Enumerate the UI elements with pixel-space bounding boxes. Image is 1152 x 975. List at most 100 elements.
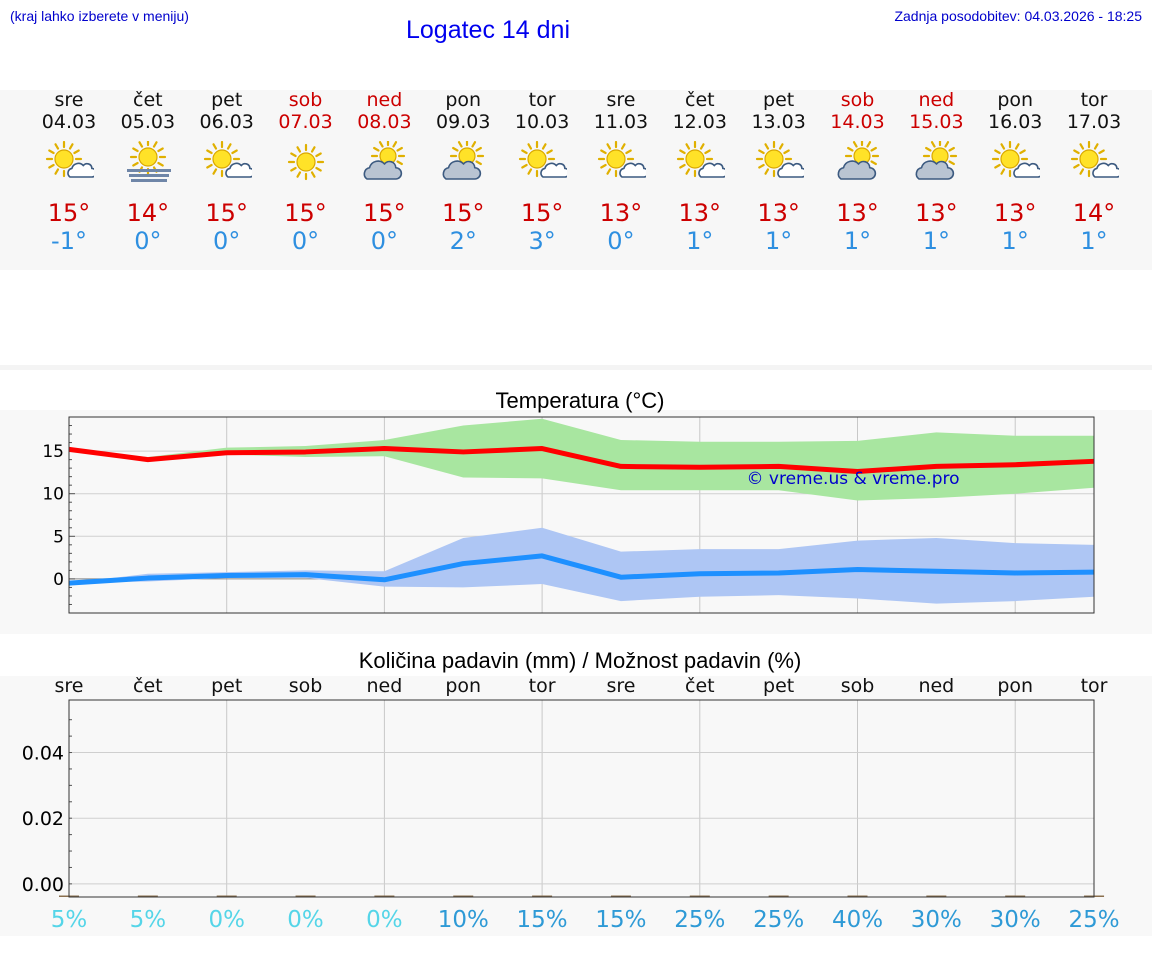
precip-day-label: tor [529, 675, 556, 697]
min-temp: 0° [213, 227, 241, 255]
day-column: ned 08.03 15° 0° [344, 89, 424, 255]
precip-chance-label: 0% [287, 907, 324, 933]
precip-day-label: pet [211, 675, 242, 697]
day-name: ned [366, 89, 403, 111]
sun-cloud-icon [45, 141, 94, 178]
day-name: sre [54, 89, 84, 111]
plot-frame [68, 699, 1095, 898]
sun-cloud-icon [597, 141, 646, 178]
day-name: pet [211, 89, 243, 111]
last-update: Zadnja posodobitev: 04.03.2026 - 18:25 [894, 8, 1142, 24]
min-temp: 0° [291, 227, 320, 255]
precip-bar [453, 895, 474, 897]
min-temp: 1° [1080, 227, 1108, 255]
precip-bar [532, 895, 553, 897]
sun-fog-icon [126, 141, 171, 182]
min-temp: 1° [1001, 227, 1029, 255]
max-temp: 15° [520, 199, 564, 227]
sun-cloud-icon [518, 141, 568, 178]
day-date: 16.03 [987, 111, 1043, 133]
cloud-sun-icon [363, 141, 406, 180]
day-date: 06.03 [199, 111, 254, 133]
sun-cloud-icon [676, 141, 725, 178]
precip-bar [374, 895, 395, 897]
day-name: sre [606, 89, 636, 111]
day-date: 14.03 [830, 111, 885, 133]
max-temp: 15° [47, 199, 91, 227]
min-temp: 1° [686, 227, 714, 255]
day-date: 11.03 [593, 111, 649, 133]
max-temp: 15° [363, 199, 406, 227]
day-name: ned [918, 89, 955, 111]
watermark: © vreme.us & vreme.pro [746, 469, 959, 489]
day-column: sob 07.03 15° 0° [266, 89, 346, 255]
day-name: pet [763, 89, 795, 111]
precip-chance-label: 25% [674, 907, 725, 933]
day-name: tor [528, 89, 556, 111]
y-tick-label: 10 [42, 485, 64, 505]
max-temp: 14° [1072, 199, 1116, 227]
precip-bar [1005, 895, 1026, 897]
day-date: 10.03 [514, 111, 570, 133]
temperature-chart-title: Temperatura (°C) [495, 388, 665, 413]
precip-chance-label: 5% [51, 907, 88, 933]
precipitation-panel [0, 676, 1152, 936]
y-tick-label: 0.02 [22, 808, 64, 830]
precip-day-label: čet [685, 675, 715, 697]
max-temp: 13° [599, 199, 643, 227]
plot-frame [68, 416, 1095, 614]
precip-bar [926, 895, 947, 897]
min-temp: 1° [765, 227, 793, 255]
max-temp: 15° [284, 199, 327, 227]
day-column: pet 06.03 15° 0° [187, 89, 267, 255]
day-date: 15.03 [909, 111, 964, 133]
precip-day-label: sob [841, 675, 875, 697]
cloud-sun-icon [442, 141, 485, 180]
precipitation-chart: sre čet pet sob ned pon tor sre čet pet sob ned pon t… [22, 675, 1120, 933]
precip-day-label: sre [606, 675, 635, 697]
precip-chance-label: 25% [1068, 907, 1119, 933]
min-temp: 2° [449, 227, 477, 255]
day-column: ned 15.03 13° 1° [896, 89, 976, 255]
page-title: Logatec 14 dni [405, 16, 571, 44]
sun-cloud-icon [1070, 141, 1120, 178]
precip-day-label: tor [1081, 675, 1108, 697]
max-temp: 13° [915, 199, 958, 227]
precip-bar [768, 895, 789, 897]
cloud-sun-icon [915, 141, 958, 180]
precip-day-label: sob [289, 675, 323, 697]
day-column: pon 09.03 15° 2° [423, 89, 503, 255]
min-temp: -1° [51, 227, 87, 255]
day-column: sre 11.03 13° 0° [581, 89, 661, 255]
day-date: 07.03 [278, 111, 333, 133]
day-name: pon [445, 89, 482, 111]
cloud-sun-icon [837, 141, 879, 180]
max-temp: 15° [205, 199, 248, 227]
day-date: 13.03 [751, 111, 806, 133]
max-temp: 15° [441, 199, 485, 227]
precip-chance-label: 15% [517, 907, 568, 933]
day-name: sob [840, 89, 875, 111]
y-tick-label: 5 [53, 527, 64, 547]
section-divider [0, 365, 1152, 370]
precip-chance-label: 10% [438, 907, 489, 933]
sun-cloud-icon [755, 141, 804, 178]
precip-chance-label: 0% [366, 907, 403, 933]
precip-day-label: sre [55, 675, 84, 697]
sun-cloud-icon [203, 141, 252, 178]
y-tick-label: 0.00 [22, 874, 64, 896]
precip-bar [847, 895, 868, 897]
day-date: 08.03 [357, 111, 412, 133]
min-temp-line [68, 553, 1095, 586]
min-temp: 0° [370, 227, 399, 255]
precip-day-label: pon [445, 675, 481, 697]
max-temp: 13° [836, 199, 879, 227]
precip-bar [689, 895, 710, 897]
min-temp: 1° [922, 227, 950, 255]
day-column: čet 12.03 13° 1° [660, 89, 740, 255]
precip-bar [216, 895, 237, 897]
precip-day-label: ned [367, 675, 403, 697]
precip-day-label: pet [763, 675, 794, 697]
min-temp: 1° [843, 227, 872, 255]
precip-day-label: ned [918, 675, 954, 697]
